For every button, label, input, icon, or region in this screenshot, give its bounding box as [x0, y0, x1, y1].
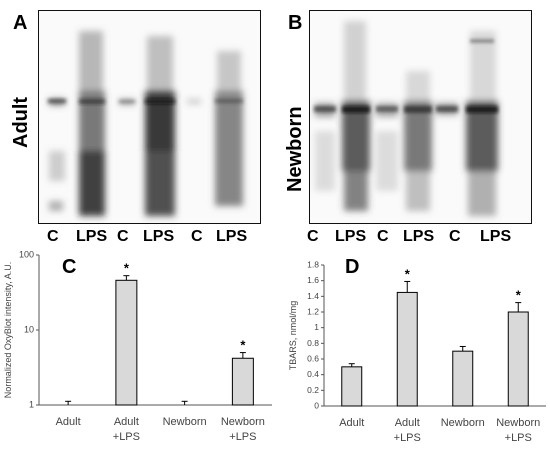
chart-d-y-tick-label: 0 [314, 401, 319, 411]
chart-d-y-tick-label: 0.8 [307, 338, 319, 348]
chart-c-category-label: +LPS [113, 431, 140, 443]
chart-d-y-tick-label: 0.2 [307, 385, 319, 395]
panel-b-lane-2: LPS [335, 228, 367, 245]
chart-d-bar [507, 311, 529, 407]
chart-d-bar [396, 291, 418, 407]
panel-b-letter: B [288, 12, 303, 34]
tbars-bar-chart: 0 0.2 0.4 0.6 0.8 1 1.2 1.4 1.6 1.8 TBARS, nmol/mg… [288, 260, 546, 444]
chart-d-category-label: Newborn [441, 417, 485, 429]
chart-c-y-tick-label: 100 [19, 250, 34, 260]
chart-d-y-tick-label: 0.4 [307, 369, 319, 379]
chart-d-y-tick-label: 1.4 [307, 291, 319, 301]
chart-d-bar [341, 366, 363, 407]
panel-a-lane-1: C [47, 228, 59, 245]
panel-b-lane-1: C [307, 228, 319, 245]
chart-d-y-tick-label: 1.8 [307, 260, 319, 270]
chart-c-significance-mark: * [240, 338, 246, 353]
chart-d-y-axis-label: TBARS, nmol/mg [288, 301, 298, 371]
chart-c-y-tick-label: 1 [29, 400, 34, 410]
panel-a-lane-4: LPS [143, 228, 175, 245]
chart-d-category-label: Newborn [496, 417, 540, 429]
panel-a-lane-6: LPS [216, 228, 248, 245]
chart-d-y-tick-label: 1 [314, 322, 319, 332]
chart-c-y-tick-label: 10 [24, 325, 34, 335]
chart-c-category-label: Adult [56, 416, 81, 428]
panel-b-lane-3: C [377, 228, 389, 245]
chart-d-y-tick-label: 0.6 [307, 354, 319, 364]
chart-c-category-label: Newborn [221, 416, 265, 428]
adult-blot-image [38, 10, 261, 224]
chart-c-significance-mark: * [124, 261, 130, 276]
panel-a-lane-3: C [117, 228, 129, 245]
newborn-blot-graphic [314, 21, 498, 216]
chart-d-y-tick-label: 1.6 [307, 275, 319, 285]
chart-d-bar [452, 350, 474, 407]
chart-d-significance-mark: * [405, 266, 411, 281]
panel-b-lane-5: C [449, 228, 461, 245]
panel-b-lane-6: LPS [480, 228, 512, 245]
chart-d-category-label: Adult [339, 417, 364, 429]
chart-d-category-label: +LPS [394, 432, 421, 444]
chart-c-category-label: +LPS [229, 431, 256, 443]
panel-b-lane-4: LPS [403, 228, 435, 245]
panel-d-letter: D [345, 256, 360, 278]
chart-c-bar [231, 357, 254, 406]
chart-c-category-label: Adult [114, 416, 139, 428]
chart-c-bar [115, 279, 138, 406]
panel-a-lane-5: C [191, 228, 203, 245]
chart-d-category-label: Adult [395, 417, 420, 429]
adult-blot-graphic [48, 31, 243, 216]
panel-a-row-label: Adult [10, 96, 32, 148]
chart-d-significance-mark: * [516, 288, 522, 303]
oxyblot-bar-chart: 1 10 100 Normalized OxyBlot intensity, A.U.… [3, 250, 272, 443]
chart-d-y-tick-label: 1.2 [307, 307, 319, 317]
panel-b-row-label: Newborn [284, 106, 306, 192]
panel-c-letter: C [62, 256, 77, 278]
chart-c-y-axis-label: Normalized OxyBlot intensity, A.U. [3, 262, 13, 398]
chart-d-category-label: +LPS [505, 432, 532, 444]
chart-c-category-label: Newborn [163, 416, 207, 428]
panel-a-lane-2: LPS [76, 228, 108, 245]
panel-a-letter: A [13, 12, 28, 34]
newborn-blot-image [309, 10, 532, 224]
